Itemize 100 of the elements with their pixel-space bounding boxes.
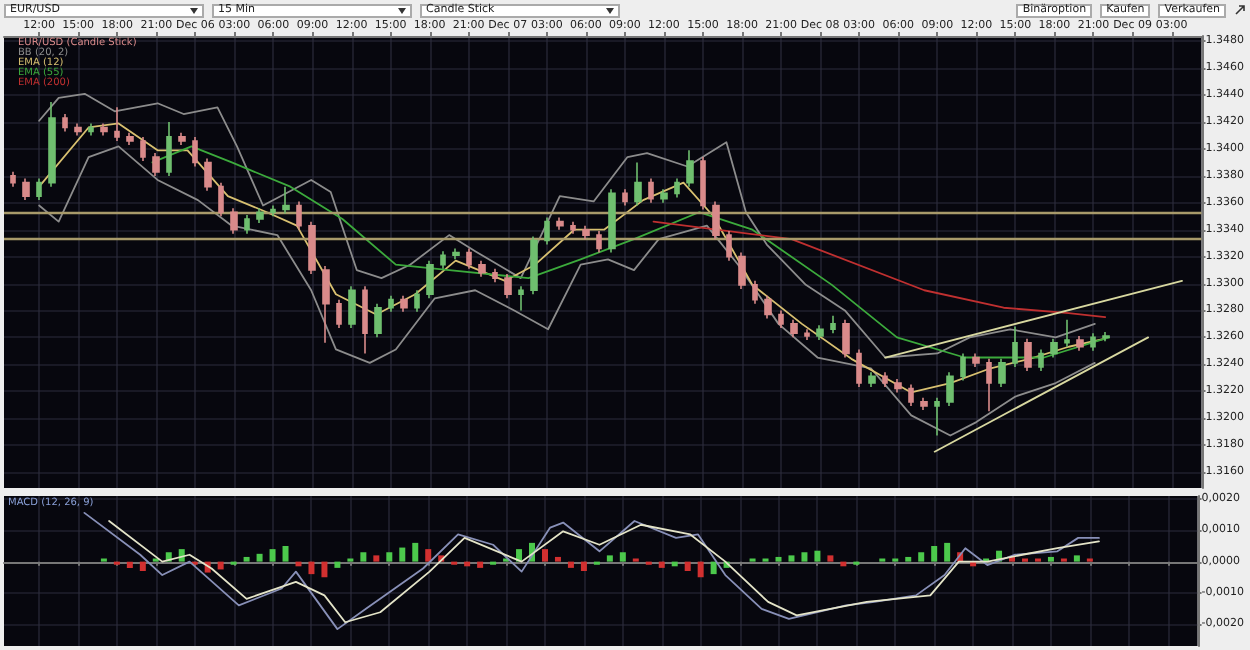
- candlestick: [296, 200, 302, 231]
- candlestick: [816, 324, 824, 341]
- candlestick: [270, 204, 276, 218]
- candlestick: [530, 235, 538, 296]
- candlestick: [140, 136, 146, 162]
- bar: [126, 561, 133, 568]
- candlestick: [1012, 325, 1018, 368]
- bar: [710, 561, 717, 575]
- candlestick: [466, 247, 472, 270]
- bar: [554, 556, 561, 562]
- candlestick: [544, 216, 550, 246]
- candlestick: [1024, 337, 1032, 372]
- bar: [775, 556, 782, 562]
- candlestick: [972, 352, 980, 368]
- candlestick: [596, 230, 602, 254]
- candlestick: [22, 177, 30, 201]
- candlestick: [440, 250, 446, 270]
- bar: [334, 561, 341, 568]
- candlestick: [10, 171, 16, 188]
- bar: [477, 561, 484, 568]
- candlestick: [726, 230, 732, 262]
- candlestick: [518, 285, 524, 312]
- candlestick: [478, 259, 486, 278]
- candlestick: [556, 216, 564, 231]
- candlestick: [100, 122, 108, 137]
- candlestick: [178, 132, 186, 146]
- bar: [139, 561, 146, 571]
- candlestick: [778, 309, 784, 329]
- candlestick: [348, 285, 356, 329]
- candlestick: [308, 220, 316, 275]
- candlestick: [374, 302, 382, 339]
- candlestick: [1038, 348, 1044, 372]
- bar: [425, 549, 432, 562]
- bar: [918, 552, 925, 562]
- candlestick: [166, 121, 172, 177]
- bar: [697, 561, 704, 578]
- bar: [269, 549, 276, 562]
- bar: [256, 553, 263, 562]
- bar: [606, 555, 613, 562]
- bar: [412, 542, 419, 562]
- bar: [1047, 556, 1054, 562]
- bar: [827, 555, 834, 562]
- bar: [788, 555, 795, 562]
- candlestick: [452, 247, 460, 261]
- bar: [541, 549, 548, 562]
- candlestick: [660, 188, 668, 204]
- candlestick: [230, 207, 238, 235]
- candlestick: [830, 315, 836, 335]
- candlestick: [388, 294, 394, 313]
- candlestick: [686, 149, 694, 188]
- candlestick: [426, 259, 434, 300]
- candlestick: [674, 177, 680, 199]
- candlestick: [790, 319, 798, 339]
- candlestick: [960, 352, 966, 382]
- candlestick: [934, 397, 940, 437]
- candlestick: [152, 152, 160, 177]
- bar: [567, 561, 574, 568]
- bar: [801, 552, 808, 562]
- candlestick: [634, 161, 642, 207]
- candlestick: [998, 358, 1006, 388]
- candlestick: [1102, 331, 1110, 343]
- bar: [243, 556, 250, 562]
- bar: [399, 547, 406, 562]
- candlestick: [256, 207, 264, 224]
- candlestick: [322, 265, 330, 344]
- candlestick: [336, 298, 342, 329]
- candlestick: [804, 328, 810, 341]
- candlestick: [88, 122, 94, 137]
- candlestick: [400, 294, 408, 313]
- candlestick: [894, 378, 902, 394]
- candlestick: [414, 289, 420, 313]
- candlestick: [282, 185, 290, 215]
- candlestick: [986, 358, 992, 413]
- bar: [386, 552, 393, 562]
- bar: [360, 552, 367, 562]
- candlestick: [114, 106, 120, 142]
- candlestick: [492, 267, 498, 283]
- candlestick: [204, 157, 212, 192]
- candlestick: [570, 220, 576, 235]
- bar: [684, 561, 691, 571]
- bar: [905, 556, 912, 562]
- bar: [619, 552, 626, 562]
- candlestick: [648, 177, 654, 204]
- bar: [373, 555, 380, 562]
- candlestick: [946, 371, 954, 407]
- candlestick: [622, 188, 628, 207]
- candlestick: [856, 348, 862, 388]
- candlestick: [244, 214, 250, 235]
- candlestick: [218, 181, 224, 218]
- candlestick: [882, 371, 888, 388]
- candlestick: [868, 371, 876, 388]
- candlestick: [712, 200, 720, 240]
- candlestick: [700, 156, 706, 211]
- candlestick: [1064, 319, 1070, 348]
- candlestick: [738, 251, 746, 290]
- bar: [931, 546, 938, 562]
- candlestick: [582, 224, 590, 240]
- candlestick: [36, 177, 42, 201]
- candlestick: [920, 397, 928, 411]
- candlestick: [608, 188, 616, 254]
